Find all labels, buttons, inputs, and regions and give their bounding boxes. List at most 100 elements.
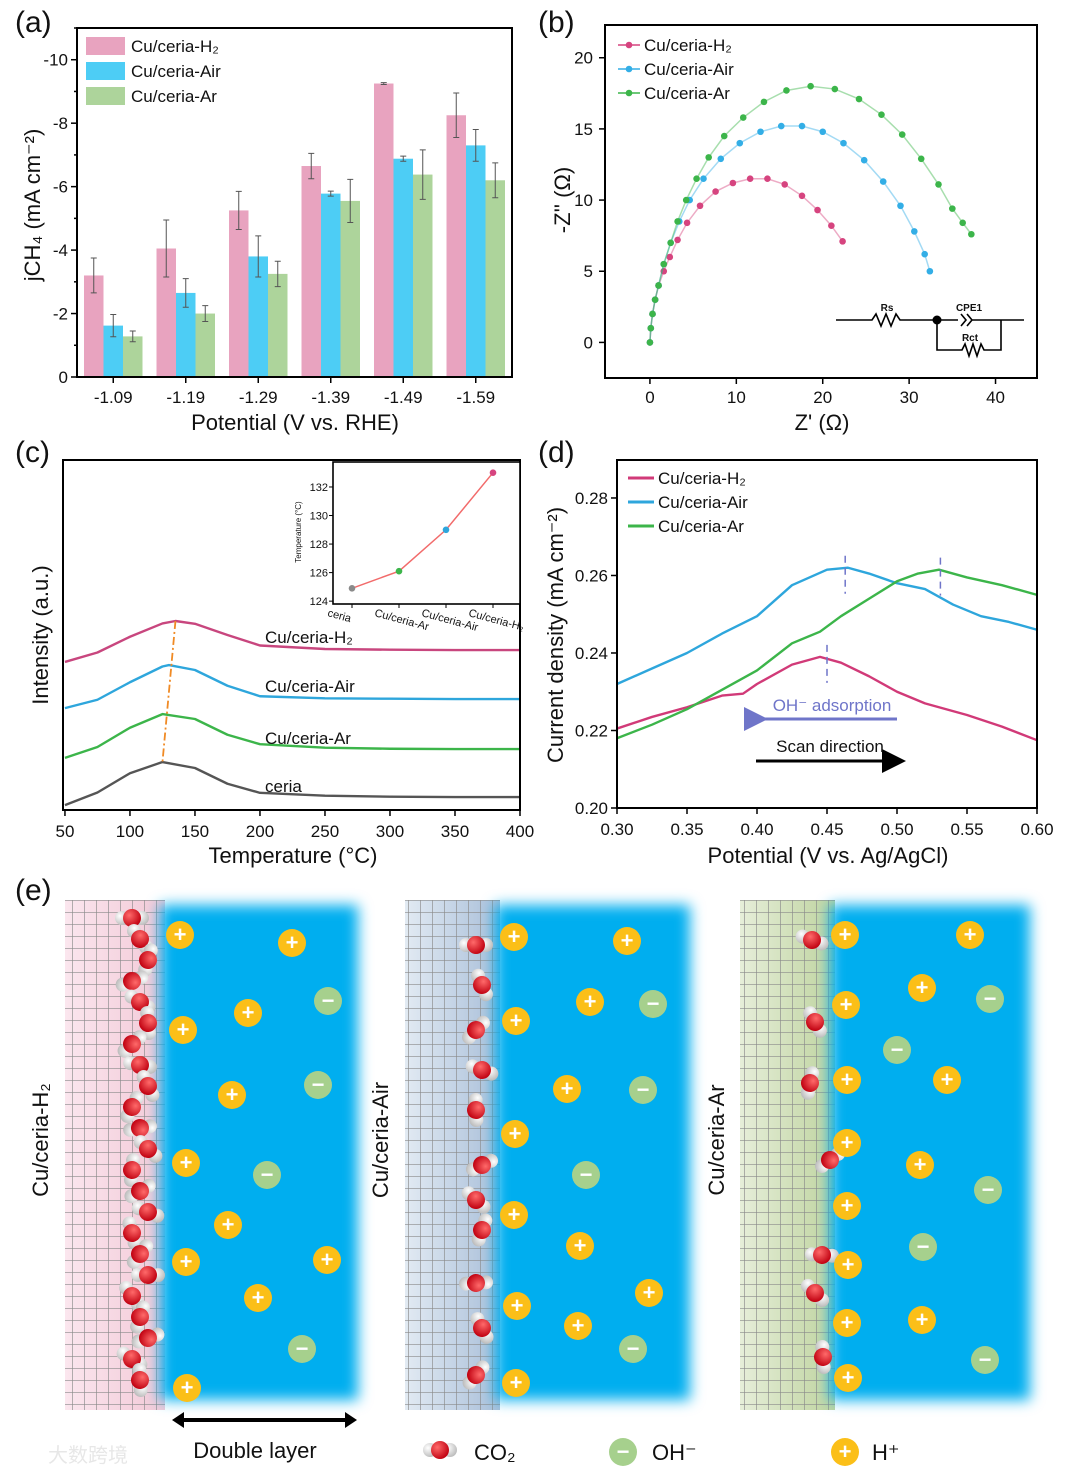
y-tick-label: 0.26	[575, 566, 608, 585]
h-ion-icon: +	[613, 927, 641, 955]
y-axis-label: jCH₄ (mA cm⁻²)	[20, 129, 45, 283]
co2-molecule	[123, 1153, 141, 1187]
x-axis-label: Z' (Ω)	[795, 410, 850, 435]
inset-y-tick-label: 132	[310, 482, 328, 494]
ion-sign: +	[572, 1313, 585, 1338]
oh-ion-icon: −	[304, 1071, 332, 1099]
y-tick-label: -10	[43, 51, 68, 70]
data-point	[746, 175, 754, 183]
ion-sign: +	[842, 1365, 855, 1390]
co2-molecule	[115, 970, 149, 992]
oh-ion-icon: −	[609, 1438, 637, 1466]
x-axis-label: Potential (V vs. Ag/AgCl)	[708, 843, 949, 868]
ion-sign: +	[914, 1152, 927, 1177]
data-point	[878, 111, 885, 118]
ion-sign: −	[637, 1077, 650, 1102]
ion-sign: +	[584, 989, 597, 1014]
curve-label: Cu/ceria-Ar	[265, 729, 351, 748]
series-line	[64, 619, 520, 664]
oh-ion-icon: −	[629, 1076, 657, 1104]
error-bar	[347, 178, 354, 223]
x-tick-label: -1.59	[456, 388, 495, 407]
ion-sign: −	[617, 1439, 630, 1464]
data-point	[917, 155, 925, 163]
x-tick-label: 350	[441, 822, 469, 841]
y-tick-label: -6	[53, 178, 68, 197]
x-tick-label: 20	[813, 388, 832, 407]
co2-molecule	[459, 1274, 493, 1292]
h-ion-icon: +	[501, 1120, 529, 1148]
x-axis-label: Potential (V vs. RHE)	[191, 410, 399, 435]
x-tick-label: 0.35	[670, 820, 703, 839]
carbon-atom	[467, 1191, 485, 1209]
data-point	[807, 82, 814, 90]
co2-molecule	[814, 1340, 832, 1374]
inset-y-tick-label: 128	[310, 539, 328, 551]
h-ion-icon: +	[833, 1309, 861, 1337]
ion-sign: +	[841, 1310, 854, 1335]
inset-y-axis-label: Temperature (°C)	[294, 501, 303, 563]
data-point	[879, 178, 887, 185]
y-tick-label: 0.24	[575, 644, 608, 663]
ion-sign: −	[580, 1162, 593, 1187]
ion-sign: +	[510, 1370, 523, 1395]
oh-ion-icon: −	[883, 1036, 911, 1064]
curve-label: ceria	[265, 777, 302, 796]
series-line	[64, 760, 520, 807]
bar	[321, 193, 341, 377]
carbon-atom	[139, 1203, 157, 1221]
ion-sign: +	[509, 1121, 522, 1146]
data-point	[729, 179, 737, 187]
data-point	[682, 196, 690, 204]
bar	[229, 210, 249, 377]
h-ion-icon: +	[834, 1251, 862, 1279]
carbon-atom	[814, 1348, 832, 1366]
h-ion-icon: +	[933, 1066, 961, 1094]
legend-label: Cu/ceria-Ar	[658, 517, 744, 536]
data-point	[814, 206, 821, 214]
figure-content: (a) (b) (c) (d) (e) -1.09 -1.19 -1.29 -1.39 -1.49…	[15, 6, 1054, 1467]
h-ion-icon: +	[553, 1075, 581, 1103]
h-ion-icon: +	[502, 1369, 530, 1397]
panel-label: (d)	[538, 436, 575, 469]
oh-ion-icon: −	[971, 1346, 999, 1374]
h-ion-icon: +	[500, 923, 528, 951]
x-tick-label: 300	[376, 822, 404, 841]
ion-sign: −	[296, 1336, 309, 1361]
data-point	[683, 219, 691, 227]
x-tick-label: 0.55	[950, 820, 983, 839]
y-tick-label: 0.28	[575, 489, 608, 508]
co2-molecule	[124, 1178, 156, 1204]
plot-frame-b	[604, 24, 1038, 379]
co2-molecule	[470, 1312, 494, 1344]
carbon-atom	[131, 1056, 149, 1074]
ion-sign: −	[979, 1347, 992, 1372]
carbon-atom	[467, 936, 485, 954]
y-tick-label: 20	[574, 49, 593, 68]
co2-molecule	[133, 1135, 163, 1163]
legend-oh-label: OH⁻	[652, 1440, 697, 1465]
inset-y-tick-label: 126	[310, 568, 328, 580]
y-tick-label: 0.22	[575, 721, 608, 740]
ion-sign: +	[508, 1202, 521, 1227]
h-ion-icon: +	[173, 1374, 201, 1402]
x-tick-label: 0	[645, 388, 654, 407]
bar	[485, 180, 505, 377]
data-point	[855, 95, 863, 103]
bar	[84, 275, 104, 377]
ion-sign: +	[839, 922, 852, 947]
error-bar	[492, 162, 499, 199]
data-point	[935, 181, 942, 188]
curve-label: Cu/ceria-H₂	[265, 628, 353, 647]
equivalent-circuit: Rs CPE1 Rct	[836, 303, 1024, 359]
data-point	[700, 175, 707, 183]
h-ion-icon: +	[214, 1211, 242, 1239]
carbon-atom	[123, 1350, 141, 1368]
error-bar	[255, 235, 262, 278]
data-point	[921, 250, 928, 258]
data-point	[949, 205, 956, 212]
co2-molecule	[459, 936, 493, 954]
co2-molecule	[123, 1056, 157, 1074]
carbon-atom	[131, 1245, 149, 1263]
ion-sign: +	[964, 922, 977, 947]
